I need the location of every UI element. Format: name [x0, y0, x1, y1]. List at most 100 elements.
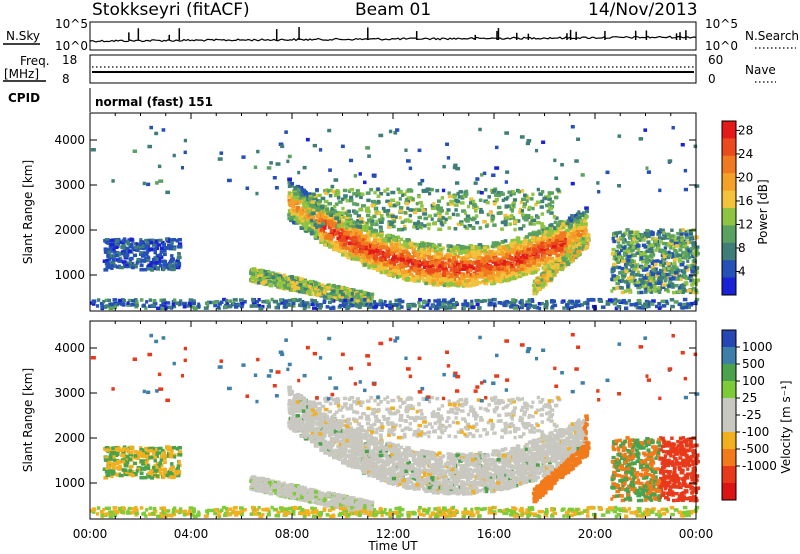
power-cell-2048	[542, 254, 546, 258]
power-cell-3654	[417, 208, 422, 212]
power-cell-2444	[499, 245, 503, 250]
power-cell-3164	[337, 292, 342, 296]
power-cell-4299	[433, 306, 439, 311]
power-cell-3561	[522, 202, 528, 206]
power-cell-1851	[455, 274, 459, 279]
power-cell-4525	[505, 299, 510, 304]
power-cell-2356	[377, 264, 383, 269]
power-cell-4531	[327, 300, 332, 305]
power-cell-2467	[399, 237, 404, 242]
power-cell-4065	[170, 254, 174, 258]
power-cell-3776	[367, 218, 372, 222]
power-cell-4059	[130, 265, 135, 270]
power-cell-4385	[224, 298, 228, 303]
power-cell-3756	[508, 222, 512, 226]
power-cell-4233	[152, 301, 158, 306]
power-cell-2349	[402, 273, 408, 278]
power-cell-3493	[354, 224, 359, 229]
power-cell-62	[392, 263, 396, 267]
power-cell-934	[421, 247, 427, 251]
power-cell-2489	[460, 244, 465, 249]
power-cell-3677	[381, 206, 386, 211]
power-cell-4585	[276, 302, 281, 307]
power-cell-2305	[335, 243, 340, 247]
power-cell-3473	[311, 211, 316, 215]
power-cell-3499	[459, 201, 465, 205]
power-cell-2071	[301, 201, 306, 205]
power-cell-3959	[162, 243, 167, 247]
power-cell-3612	[430, 187, 434, 192]
power-cell-3318	[405, 199, 411, 204]
power-cell-3730	[422, 212, 428, 216]
power-cell-3674	[309, 218, 314, 223]
power-cell-1948	[457, 247, 463, 252]
power-cell-2254	[516, 265, 520, 269]
power-cell-2404	[433, 263, 438, 267]
power-cell-3268	[261, 276, 267, 281]
power-cell-4507	[431, 304, 436, 308]
power-cell-1983	[347, 253, 353, 257]
power-cell-2910	[268, 283, 274, 288]
power-cell-4530	[304, 301, 310, 305]
power-cell-4116	[307, 305, 311, 309]
power-cell-3780	[387, 202, 393, 206]
power-cell-2287	[518, 240, 523, 244]
power-cell-2570	[576, 232, 582, 237]
power-cell-4552	[527, 298, 532, 302]
power-cell-3210	[258, 270, 264, 275]
power-cell-1606	[396, 274, 400, 279]
power-cell-2143	[305, 213, 310, 217]
power-cell-1407	[485, 275, 489, 279]
power-cell-4417	[425, 303, 430, 307]
power-cell-3577	[330, 206, 335, 211]
power-cell-3586	[413, 221, 417, 226]
power-cell-2547	[389, 260, 394, 265]
power-cell-3940	[104, 248, 109, 252]
power-cell-2411	[477, 256, 482, 260]
power-cell-4176	[232, 301, 236, 306]
power-cell-4026	[163, 246, 167, 250]
power-cell-2175	[452, 267, 457, 271]
power-cell-1290	[336, 236, 341, 240]
power-cell-4230	[343, 304, 349, 309]
power-cell-4355	[104, 298, 110, 303]
power-cell-3680	[453, 203, 459, 207]
power-cell-3155	[294, 281, 299, 285]
power-cell-3284	[250, 276, 256, 280]
power-cell-3345	[536, 187, 540, 192]
power-cell-2358	[400, 257, 405, 262]
power-cell-4615	[695, 245, 700, 249]
power-cell-4563	[518, 300, 522, 304]
power-cell-3999	[159, 264, 163, 268]
power-cell-3352	[521, 189, 525, 193]
power-cell-2042	[420, 250, 426, 255]
power-cell-4490	[299, 303, 304, 308]
power-cell-3661	[336, 196, 341, 200]
power-cell-2163	[484, 278, 489, 283]
power-cell-3270	[326, 284, 330, 288]
power-cell-4157	[372, 305, 376, 309]
power-cell-4447	[148, 298, 153, 302]
power-cell-3594	[511, 201, 516, 205]
power-cell-4686	[687, 276, 692, 280]
power-cell-2482	[435, 260, 441, 264]
power-cell-1874	[421, 278, 426, 282]
power-cell-1233	[417, 243, 422, 247]
power-cell-2374	[407, 259, 413, 263]
power-cell-2381	[537, 245, 541, 249]
power-cell-4810	[612, 262, 617, 267]
power-cell-4521	[574, 299, 579, 304]
power-cell-2062	[343, 236, 348, 240]
power-cell-4452	[640, 306, 645, 310]
power-cell-2244	[296, 188, 301, 192]
power-cell-4717	[691, 254, 695, 258]
power-cell-2191	[419, 247, 424, 252]
power-cell-3212	[260, 278, 265, 283]
power-cell-1729	[365, 235, 369, 239]
power-cell-3479	[447, 191, 451, 195]
power-cell-511	[525, 253, 529, 257]
power-cell-3281	[251, 267, 256, 271]
power-cell-4513	[684, 305, 689, 310]
power-cell-4086	[114, 253, 119, 258]
power-cell-2176	[579, 222, 585, 226]
